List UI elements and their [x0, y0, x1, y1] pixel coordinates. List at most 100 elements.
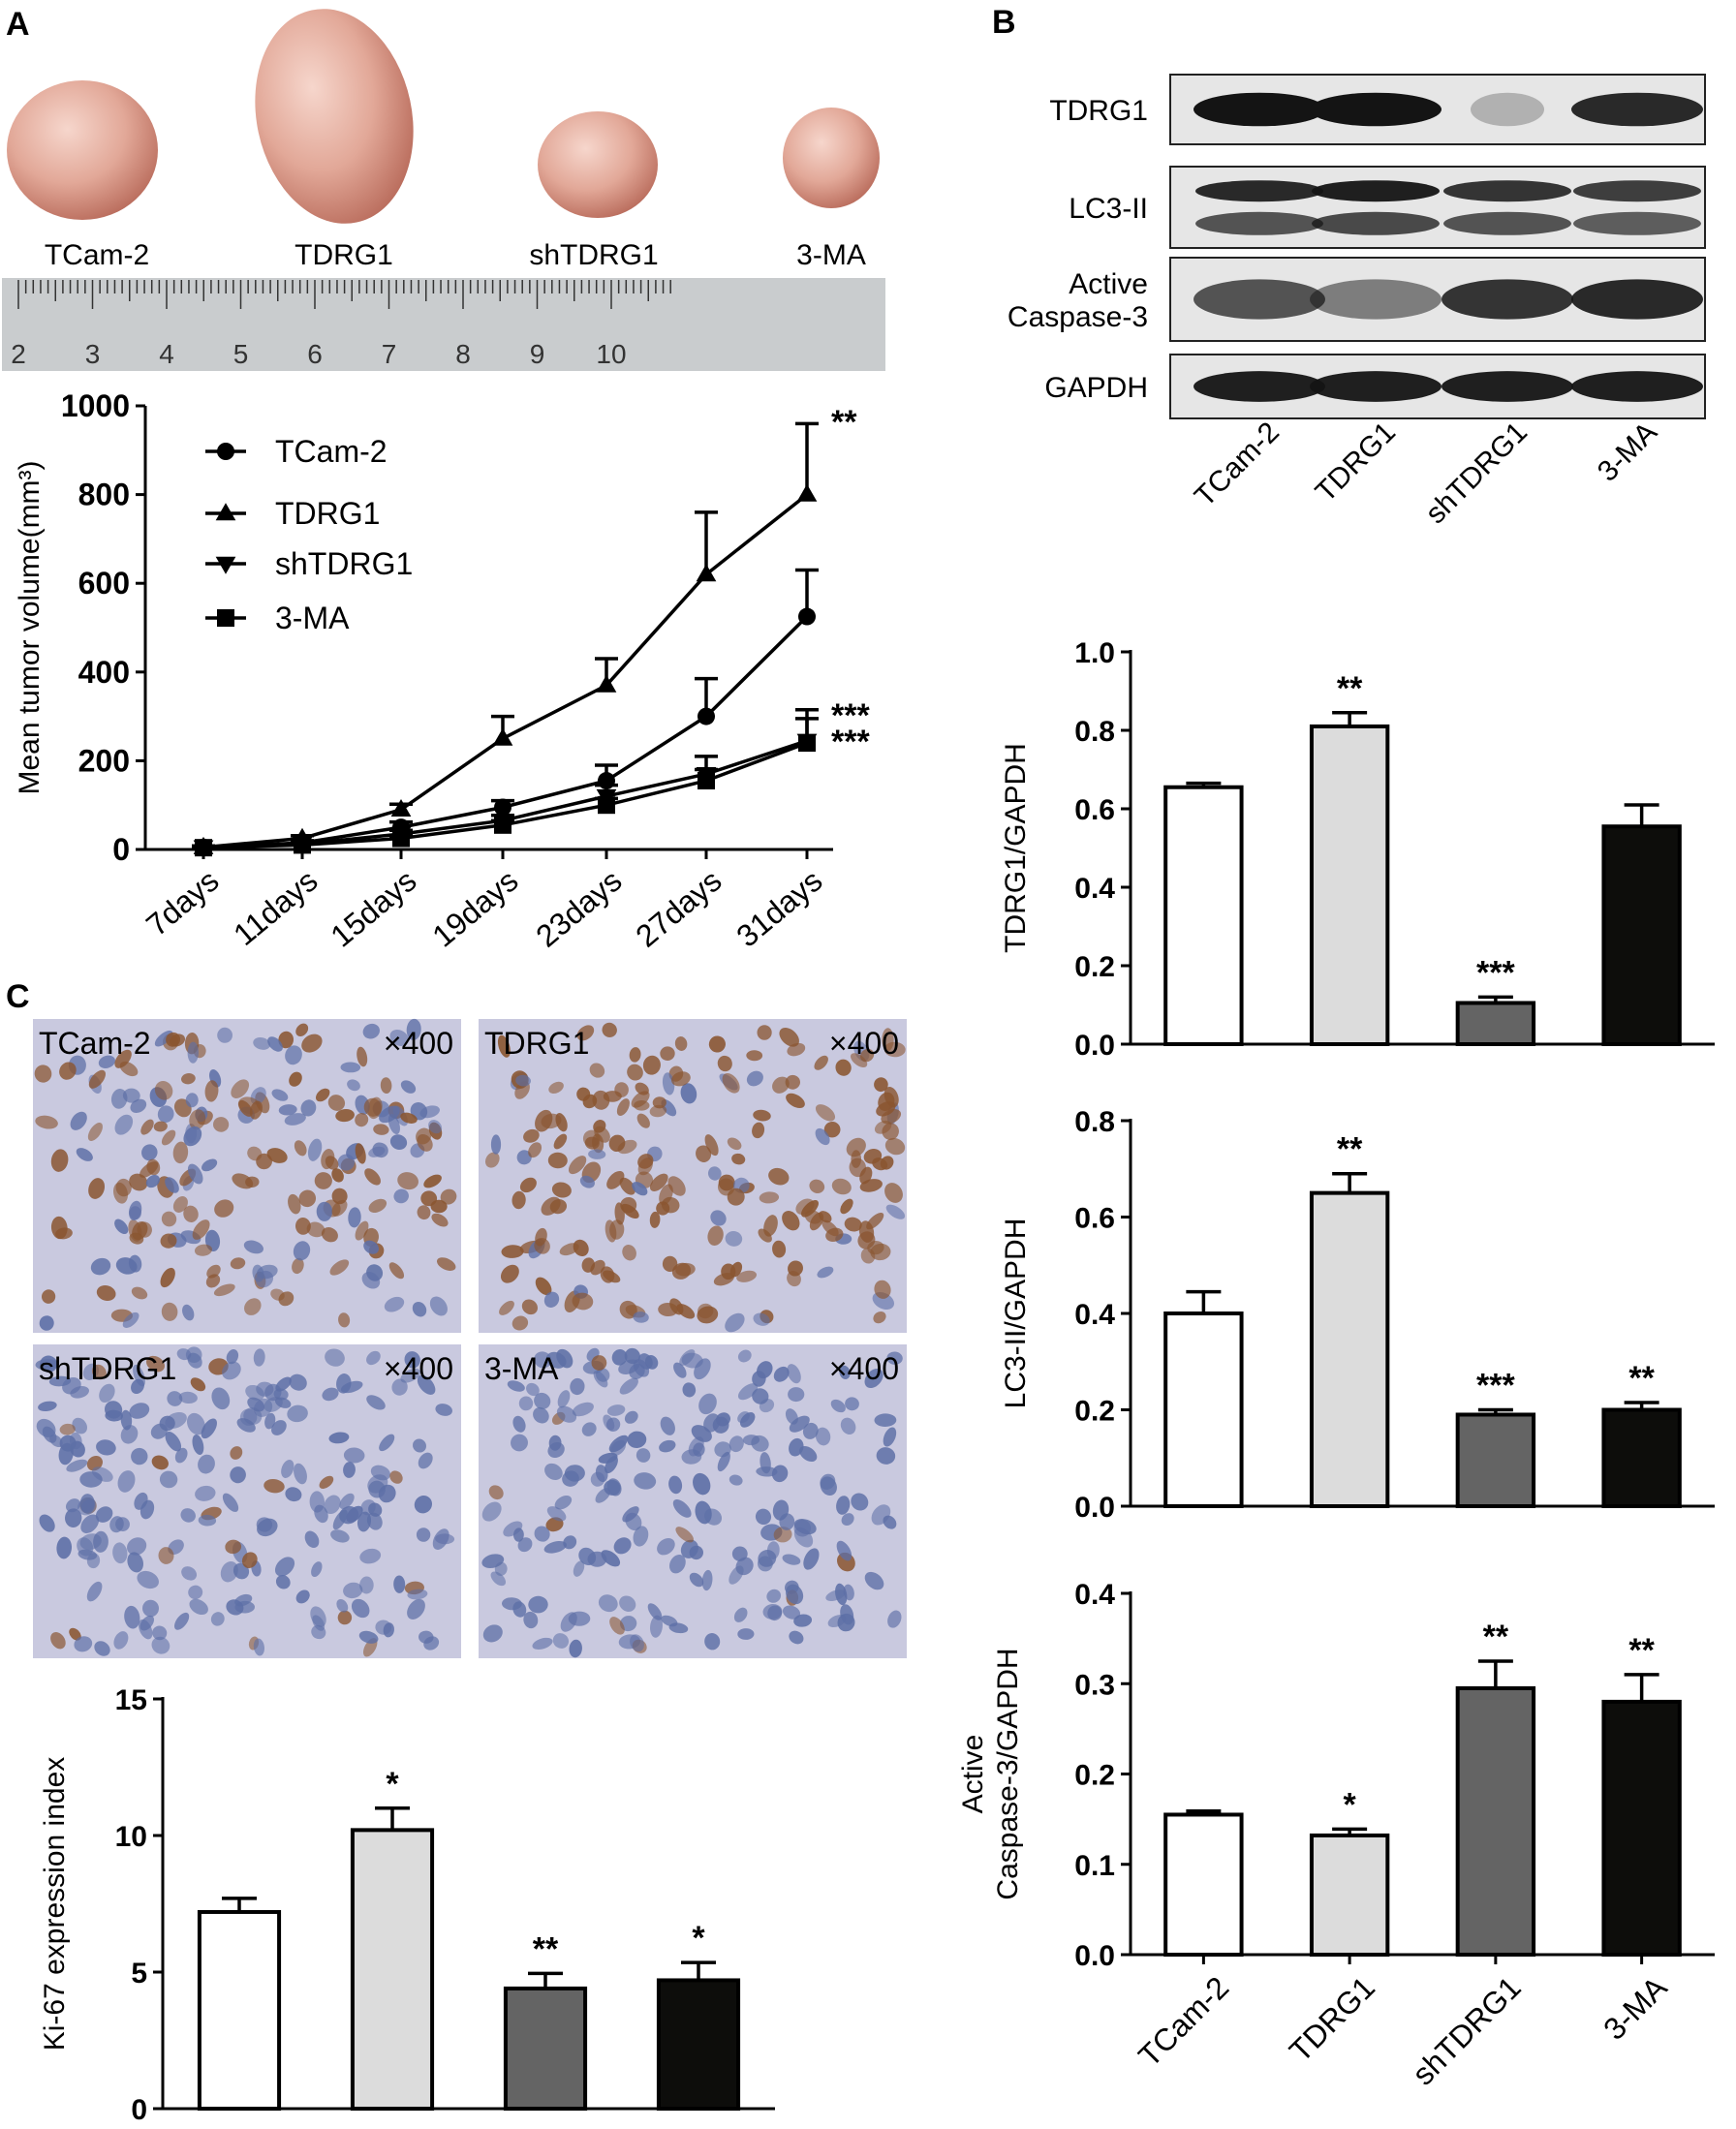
- blot-row-label: LC3-II: [1069, 193, 1148, 225]
- cell-nucleus: [336, 1599, 349, 1613]
- cell-nucleus: [668, 1475, 683, 1495]
- cell-nucleus: [787, 1364, 801, 1384]
- cell-nucleus: [359, 1576, 374, 1594]
- cell-nucleus: [56, 1536, 73, 1559]
- y-tick-label: 0.4: [1074, 1299, 1115, 1331]
- cell-nucleus: [304, 1530, 320, 1549]
- cell-nucleus: [50, 1632, 66, 1650]
- cell-nucleus: [201, 1418, 217, 1439]
- cell-nucleus: [512, 1415, 526, 1433]
- cell-nucleus: [860, 1248, 876, 1264]
- cell-nucleus: [839, 1365, 851, 1379]
- significance-annotation: ***: [831, 724, 870, 760]
- blot-band: [1312, 211, 1440, 235]
- blot-lane-label: shTDRG1: [1419, 417, 1534, 531]
- y-tick-label: 0: [112, 832, 130, 867]
- cell-nucleus: [55, 1227, 73, 1240]
- cell-nucleus: [190, 1377, 206, 1392]
- cell-nucleus: [391, 1378, 408, 1396]
- significance-marker: **: [533, 1930, 559, 1967]
- cell-nucleus: [189, 1109, 206, 1130]
- cell-nucleus: [363, 1240, 379, 1254]
- cell-nucleus: [230, 1466, 246, 1484]
- cell-nucleus: [598, 1594, 618, 1613]
- cell-nucleus: [547, 1441, 565, 1459]
- cell-nucleus: [271, 1089, 289, 1101]
- cell-nucleus: [255, 1270, 274, 1288]
- blot-row-label: Active: [1069, 268, 1148, 300]
- cell-nucleus: [230, 1257, 246, 1270]
- cell-nucleus: [206, 1264, 221, 1279]
- cell-nucleus: [503, 1521, 523, 1537]
- cell-nucleus: [802, 1422, 819, 1439]
- cell-nucleus: [159, 1415, 175, 1432]
- lc3-gapdh-chart: 0.00.20.40.60.8***** **LC3-II/GAPDH: [1000, 1106, 1715, 1524]
- cell-nucleus: [622, 1244, 636, 1261]
- cell-nucleus: [752, 1122, 765, 1139]
- x-tick-label: shTDRG1: [1406, 1969, 1528, 2091]
- cell-nucleus: [746, 1070, 763, 1087]
- cell-nucleus: [660, 1046, 675, 1062]
- cell-nucleus: [836, 1496, 851, 1515]
- cell-nucleus: [789, 1630, 804, 1645]
- cell-nucleus: [95, 1506, 113, 1523]
- cell-nucleus: [379, 1434, 395, 1452]
- cell-nucleus: [882, 1123, 899, 1140]
- cell-nucleus: [331, 1199, 348, 1217]
- data-point: [494, 816, 512, 834]
- cell-nucleus: [294, 1218, 311, 1235]
- significance-marker: *: [692, 1920, 705, 1957]
- cell-nucleus: [35, 1359, 58, 1371]
- cell-nucleus: [701, 1569, 713, 1591]
- histology-label: TDRG1: [484, 1026, 589, 1061]
- cell-nucleus: [830, 1399, 846, 1413]
- cell-nucleus: [535, 1277, 552, 1296]
- cell-nucleus: [512, 1315, 529, 1331]
- cell-nucleus: [146, 1355, 165, 1373]
- significance-marker: **: [1483, 1619, 1509, 1655]
- cell-nucleus: [737, 1628, 755, 1640]
- cell-nucleus: [787, 1042, 806, 1057]
- cell-nucleus: [737, 1349, 752, 1363]
- cell-nucleus: [275, 1575, 291, 1589]
- cell-nucleus: [649, 1211, 661, 1228]
- cell-nucleus: [627, 1431, 647, 1449]
- cell-nucleus: [579, 1175, 595, 1188]
- panel-label-b: B: [992, 4, 1016, 41]
- cell-nucleus: [554, 1496, 573, 1510]
- cell-nucleus: [786, 1584, 804, 1605]
- cell-nucleus: [379, 1105, 400, 1124]
- cell-nucleus: [603, 1414, 615, 1431]
- cell-nucleus: [278, 1104, 297, 1116]
- photo-label: TCam-2: [45, 239, 149, 271]
- cell-nucleus: [189, 1598, 208, 1616]
- cell-nucleus: [301, 1034, 323, 1053]
- significance-marker: **: [1337, 670, 1363, 707]
- cell-nucleus: [482, 1624, 503, 1643]
- cell-nucleus: [375, 1620, 392, 1635]
- cell-nucleus: [746, 1050, 763, 1062]
- cell-nucleus: [167, 1391, 183, 1406]
- cell-nucleus: [86, 1581, 103, 1602]
- cell-nucleus: [680, 1083, 698, 1104]
- cell-nucleus: [755, 1508, 772, 1526]
- cell-nucleus: [742, 1435, 760, 1446]
- cell-nucleus: [325, 1156, 339, 1170]
- cell-nucleus: [414, 1496, 433, 1514]
- cell-nucleus: [841, 1513, 854, 1527]
- cell-nucleus: [572, 1402, 594, 1417]
- cell-nucleus: [356, 1046, 368, 1067]
- data-point: [798, 607, 816, 626]
- cell-nucleus: [90, 1257, 111, 1276]
- cell-nucleus: [127, 1537, 147, 1556]
- blot-band: [1310, 371, 1442, 402]
- cell-nucleus: [160, 1267, 175, 1288]
- cell-nucleus: [393, 1575, 406, 1593]
- cell-nucleus: [788, 1260, 803, 1277]
- cell-nucleus: [264, 1412, 276, 1430]
- tumor-photo: TCam-2 TDRG1 shTDRG1 3-MA 2 3 4 5 6 7 8 9 10: [2, 9, 885, 371]
- cell-nucleus: [835, 1059, 852, 1076]
- cell-nucleus: [551, 1182, 572, 1198]
- cell-nucleus: [667, 1176, 686, 1196]
- cell-nucleus: [137, 1570, 159, 1589]
